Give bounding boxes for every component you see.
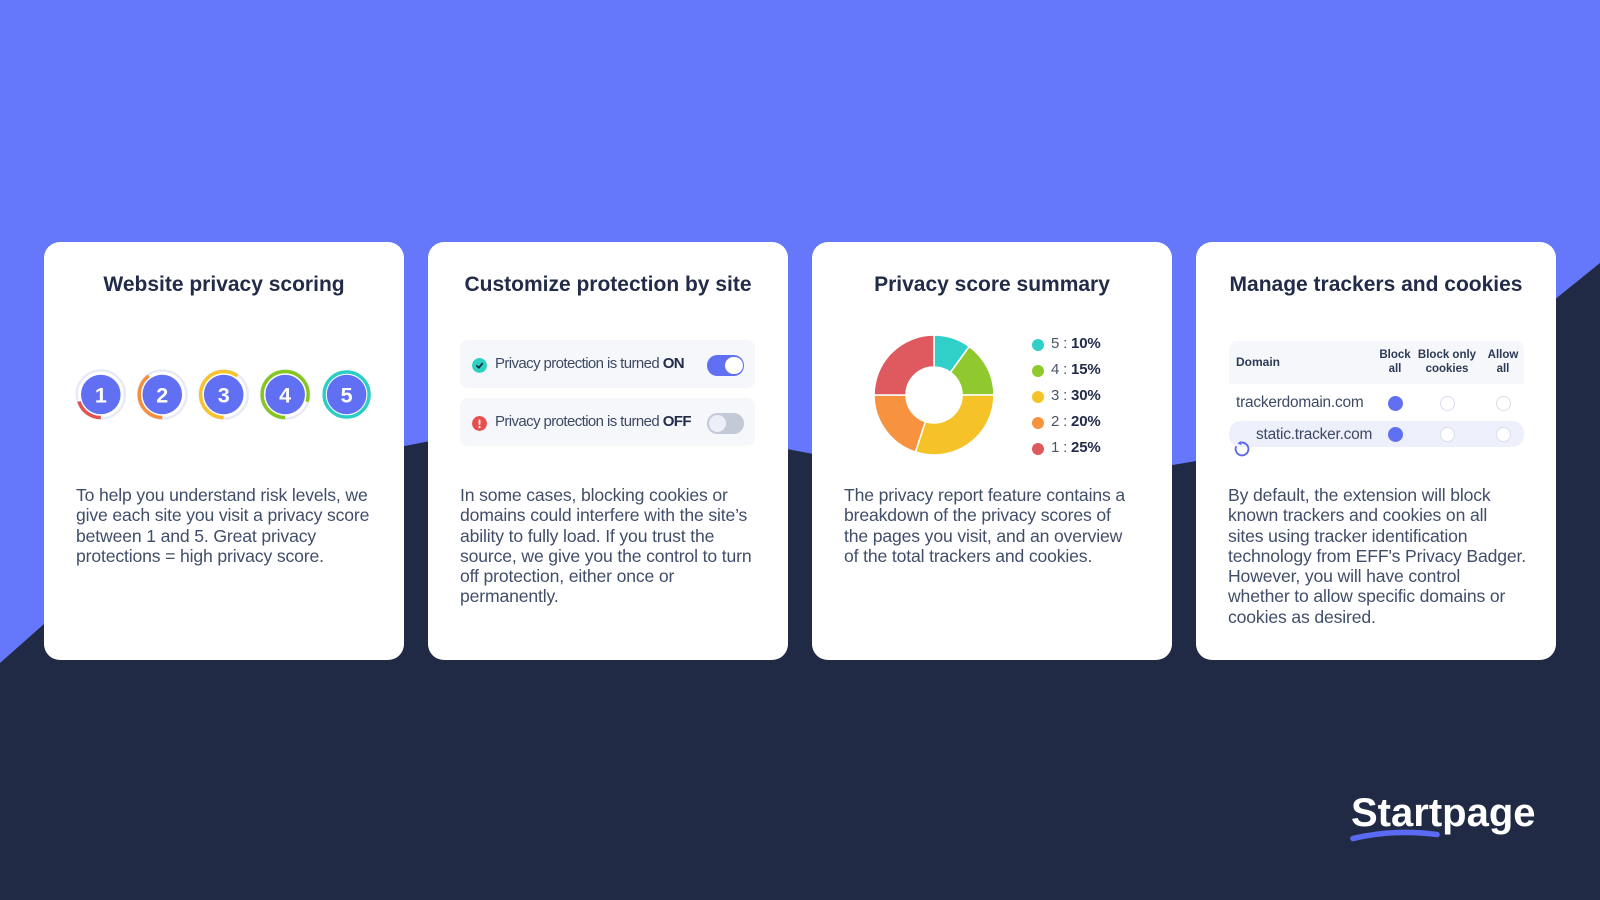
svg-text:1: 1 [95,383,107,407]
svg-text:4: 4 [279,383,291,407]
svg-text:5: 5 [341,383,353,407]
svg-text:3: 3 [218,383,230,407]
svg-text:2: 2 [156,383,168,407]
